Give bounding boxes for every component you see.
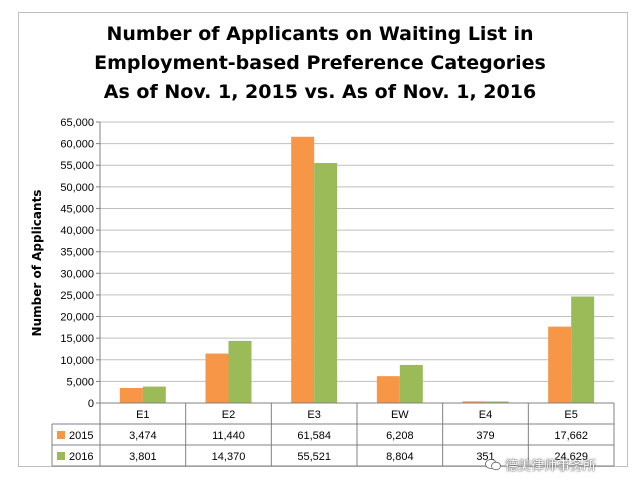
- bars: [119, 136, 595, 403]
- gridlines: [100, 121, 614, 404]
- data-label-2016-E2: 14,370: [212, 451, 246, 463]
- x-tick-label: EW: [391, 409, 409, 421]
- y-tick-label: 15,000: [60, 333, 94, 345]
- y-tick-label: 10,000: [60, 355, 94, 367]
- bar-2015-EW: [376, 376, 400, 403]
- y-tick-label: 30,000: [60, 268, 94, 280]
- x-tick-label: E4: [479, 409, 492, 421]
- y-tick-label: 65,000: [60, 117, 94, 129]
- x-tick-label: E3: [307, 409, 320, 421]
- bar-2016-EW: [399, 364, 423, 403]
- data-label-2015-EW: 6,208: [386, 430, 414, 442]
- data-label-2015-E5: 17,662: [554, 430, 588, 442]
- chart-title-line-2: Employment-based Preference Categories: [94, 52, 546, 74]
- y-tick-label: 55,000: [60, 160, 94, 172]
- data-label-2015-E2: 11,440: [212, 430, 245, 442]
- data-label-2016-E1: 3,801: [129, 451, 157, 463]
- y-tick-label: 40,000: [60, 225, 94, 237]
- y-tick-label: 35,000: [60, 247, 94, 259]
- data-label-2015-E3: 61,584: [297, 430, 331, 442]
- legend-label-2015: 2015: [69, 430, 93, 442]
- wechat-icon: [485, 459, 501, 471]
- chart-title-line-1: Number of Applicants on Waiting List in: [106, 23, 534, 45]
- watermark-text: 德美律师事务所: [505, 459, 597, 474]
- x-tick-label: E5: [564, 409, 577, 421]
- y-tick-label: 5,000: [66, 376, 94, 388]
- data-label-2015-E4: 379: [476, 430, 494, 442]
- bar-2016-E4: [485, 401, 509, 403]
- bar-2016-E1: [142, 386, 166, 403]
- data-label-2016-E5: 24,629: [554, 451, 588, 463]
- data-label-2015-E1: 3,474: [129, 430, 157, 442]
- legend-swatch-2015: [57, 431, 65, 439]
- bar-2016-E5: [571, 296, 595, 403]
- y-tick-label: 60,000: [60, 139, 94, 151]
- y-tick-label: 20,000: [60, 312, 94, 324]
- legend-swatch-2016: [57, 452, 65, 460]
- bar-2016-E3: [314, 162, 338, 403]
- bar-2015-E4: [462, 401, 486, 403]
- data-label-2016-EW: 8,804: [386, 451, 414, 463]
- y-tick-label: 45,000: [60, 203, 94, 215]
- axes: 0 5,000 10,000 15,000 20,000 25,000 30,000 35,0…: [60, 117, 101, 410]
- bar-2016-E2: [228, 340, 252, 403]
- chart-title: Number of Applicants on Waiting List in …: [0, 20, 640, 107]
- chart-title-line-3: As of Nov. 1, 2015 vs. As of Nov. 1, 201…: [103, 81, 537, 103]
- y-axis-label: Number of Applicants: [30, 190, 44, 337]
- data-label-2016-E3: 55,521: [297, 451, 331, 463]
- bar-2015-E3: [291, 136, 315, 403]
- y-tick-label: 0: [88, 398, 94, 410]
- data-table: E1 E2 E3 EW E4 E5 2015 3,474 11,440 61,584 6,208 37…: [51, 402, 615, 467]
- bar-2015-E2: [205, 353, 229, 403]
- x-tick-label: E2: [222, 409, 235, 421]
- x-tick-label: E1: [136, 409, 149, 421]
- y-tick-label: 50,000: [60, 182, 94, 194]
- legend-label-2016: 2016: [69, 451, 93, 463]
- bar-2015-E1: [119, 387, 143, 403]
- y-tick-label: 25,000: [60, 290, 94, 302]
- watermark: 德美律师事务所: [485, 455, 596, 474]
- bar-2015-E5: [548, 326, 572, 403]
